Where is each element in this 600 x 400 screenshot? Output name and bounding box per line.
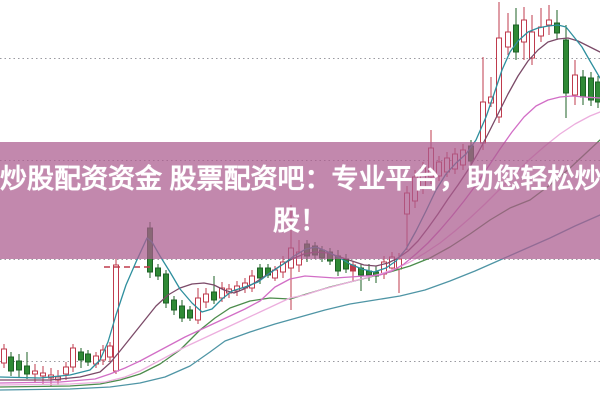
ma-maroon-purple xyxy=(0,37,600,381)
promo-banner-overlay: 炒股配资资金 股票配资吧：专业平台，助您轻松炒 股！ xyxy=(0,142,600,259)
promo-banner-title: 炒股配资资金 股票配资吧：专业平台，助您轻松炒 股！ xyxy=(0,142,600,242)
banner-text-line-2: 股！ xyxy=(273,206,327,236)
banner-text-line-1: 炒股配资资金 股票配资吧：专业平台，助您轻松炒 xyxy=(0,164,600,194)
ma-magenta xyxy=(0,95,600,384)
